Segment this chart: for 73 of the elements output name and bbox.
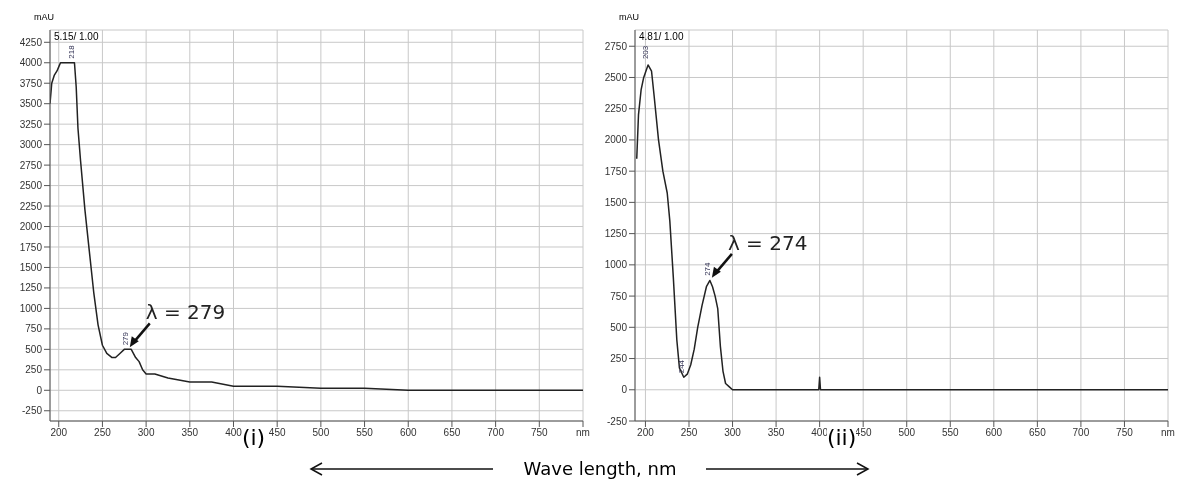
x-tick-label: 700 [487,427,505,439]
annotation: 279 [120,331,130,346]
annotation: 244 [676,359,686,374]
x-tick-label: 650 [1029,427,1047,439]
y-tick-label: -250 [606,415,628,427]
annotation: λ = 279 [145,300,226,325]
y-tick-label: 500 [610,321,628,333]
y-tick-label: -250 [21,405,43,417]
x-tick-label: 450 [268,427,286,439]
x-tick-label: 350 [767,427,785,439]
annotation: 274 [702,261,712,276]
x-tick-label: nm [576,427,590,439]
y-tick-label: 4000 [19,57,43,69]
y-tick-label: 1000 [604,259,628,271]
y-tick-label: 2250 [604,103,628,115]
annotation: 5.15/ 1.00 [53,31,100,42]
x-tick-label: 600 [985,427,1003,439]
annotation: 218 [67,44,77,59]
annotation: λ = 274 [727,230,808,255]
line-series [50,62,583,392]
y-tick-label: 250 [610,353,628,365]
y-tick-label: 2750 [604,40,628,52]
y-tick-label: 2500 [604,72,628,84]
x-tick-label: 550 [356,427,374,439]
x-tick-label: 350 [181,427,199,439]
y-tick-label: 500 [25,343,43,355]
text: (i) [241,425,266,450]
x-tick-label: 750 [530,427,549,439]
x-tick-label: 500 [898,427,916,439]
line-series [635,64,1168,391]
x-tick-label: nm [1161,427,1175,439]
x-tick-label: 750 [1116,427,1134,439]
x-tick-label: 200 [50,427,68,439]
y-tick-label: 0 [621,384,628,396]
y-tick-label: 2500 [19,180,43,192]
y-tick-label: 2000 [19,221,43,233]
x-tick-label: 300 [137,427,155,439]
y-tick-label: 0 [36,384,43,396]
y-tick-label: 250 [25,364,43,376]
y-tick-label: 750 [610,290,628,302]
text: (ii) [826,425,857,450]
y-axis-title: mAU [34,12,54,22]
y-tick-label: 3500 [19,98,43,110]
x-tick-label: 500 [312,427,330,439]
y-tick-label: 4250 [19,36,43,48]
x-axis-title: Wave length, nm [523,458,677,479]
y-tick-label: 2250 [19,200,43,212]
x-tick-label: 250 [94,427,112,439]
x-tick-label: 200 [637,427,655,439]
y-tick-label: 3000 [19,139,43,151]
x-tick-label: 550 [941,427,960,439]
annotation: 4.81/ 1.00 [638,31,685,42]
x-tick-label: 300 [724,427,742,439]
y-tick-label: 2000 [604,134,628,146]
x-tick-label: 400 [225,427,243,439]
y-tick-label: 1500 [19,262,43,274]
y-tick-label: 3250 [19,118,43,130]
y-tick-label: 1000 [19,302,43,314]
y-tick-label: 1250 [604,228,628,240]
y-tick-label: 1250 [19,282,43,294]
y-tick-label: 3750 [19,77,43,89]
y-tick-label: 1750 [19,241,43,253]
annotation: 203 [641,45,651,60]
x-tick-label: 700 [1072,427,1090,439]
x-tick-label: 250 [680,427,698,439]
y-axis-title: mAU [619,12,639,22]
x-tick-label: 600 [399,427,418,439]
x-tick-label: 650 [443,427,461,439]
y-tick-label: 2750 [19,159,43,171]
y-tick-label: 1500 [604,196,628,208]
y-tick-label: 1750 [604,165,628,177]
y-tick-label: 750 [25,323,43,335]
x-tick-label: 450 [854,427,872,439]
